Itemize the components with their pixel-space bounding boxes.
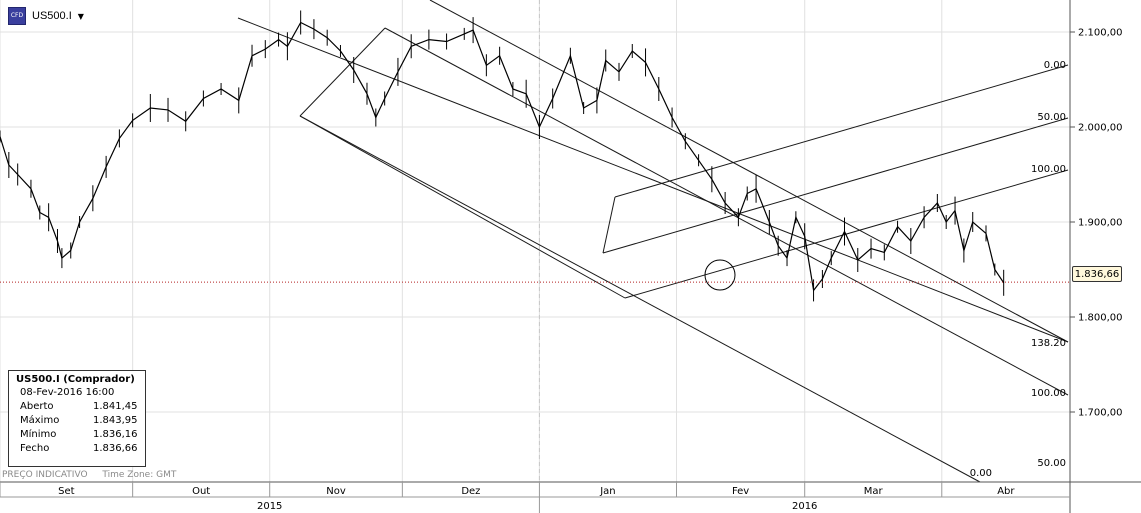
info-row-close: Fecho 1.836,66 <box>9 440 145 454</box>
trend-line <box>602 196 616 254</box>
cfd-logo-icon: CFD <box>8 7 26 25</box>
grid-lines <box>0 0 1070 482</box>
price-line <box>0 21 1005 292</box>
y-axis-labels: 2.100,00 2.000,00 1.900,00 1.800,00 1.700,00 <box>1070 28 1123 419</box>
y-tick-label: 2.100,00 <box>1078 28 1123 39</box>
last-price-tag: 1.836,66 <box>1072 266 1122 282</box>
trend-line <box>299 27 386 117</box>
fib-level-label: 138.20 <box>1031 338 1066 349</box>
month-label: Jan <box>599 486 615 497</box>
trend-line <box>237 17 1069 343</box>
month-label: Out <box>192 486 210 497</box>
month-label: Nov <box>326 486 346 497</box>
fib-level-label: 50.00 <box>1037 458 1066 469</box>
trend-line <box>624 169 1069 299</box>
month-label: Dez <box>461 486 480 497</box>
last-price-circle <box>704 259 736 291</box>
info-row-high: Máximo 1.843,95 <box>9 412 145 426</box>
info-label: Máximo <box>20 415 60 426</box>
trend-line <box>429 0 1069 343</box>
footer-note: PREÇO INDICATIVO Time Zone: GMT <box>2 470 176 480</box>
indicative-price-note: PREÇO INDICATIVO <box>2 470 88 480</box>
info-row-low: Mínimo 1.836,16 <box>9 426 145 440</box>
month-label: Abr <box>997 486 1015 497</box>
y-tick-label: 1.900,00 <box>1078 218 1123 229</box>
x-axis-labels: Set Out Nov Dez Jan Fev Mar Abr 2015 2016 <box>58 486 1015 512</box>
fib-level-label: 0.00 <box>1044 60 1066 71</box>
last-price-circle <box>704 259 736 291</box>
info-value: 1.841,45 <box>93 401 138 412</box>
trend-line <box>384 27 1069 396</box>
symbol-selector[interactable]: CFD US500.I ▼ <box>8 7 84 25</box>
trend-line <box>614 64 1069 198</box>
y-tick-label: 2.000,00 <box>1078 123 1123 134</box>
trend-line <box>299 115 626 299</box>
pitchfork-lines <box>237 0 1069 483</box>
y-tick-label: 1.700,00 <box>1078 408 1123 419</box>
month-label: Fev <box>732 486 749 497</box>
trend-line <box>602 117 1069 254</box>
trend-line <box>299 115 981 483</box>
fib-level-label: 0.00 <box>970 468 992 479</box>
fib-level-label: 100.00 <box>1031 164 1066 175</box>
info-label: Mínimo <box>20 429 57 440</box>
price-series <box>0 10 1070 302</box>
fib-level-label: 100.00 <box>1031 388 1066 399</box>
symbol-name[interactable]: US500.I <box>32 10 72 22</box>
fib-level-labels: 0.00 50.00 100.00 138.20 100.00 50.00 0.00 <box>970 60 1066 479</box>
chevron-down-icon[interactable]: ▼ <box>77 11 84 21</box>
ohlc-info-box: US500.I (Comprador) 08-Fev-2016 16:00 Ab… <box>8 370 146 467</box>
info-datetime: 08-Fev-2016 16:00 <box>20 387 115 398</box>
month-label: Set <box>58 486 75 497</box>
year-label: 2015 <box>257 501 282 512</box>
timezone-note: Time Zone: GMT <box>102 470 177 480</box>
info-value: 1.836,16 <box>93 429 138 440</box>
info-value: 1.843,95 <box>93 415 138 426</box>
year-label: 2016 <box>792 501 817 512</box>
info-row-open: Aberto 1.841,45 <box>9 398 145 412</box>
info-label: Fecho <box>20 443 50 454</box>
info-title: US500.I (Comprador) <box>16 374 135 385</box>
info-label: Aberto <box>20 401 54 412</box>
fib-level-label: 50.00 <box>1037 112 1066 123</box>
info-value: 1.836,66 <box>93 443 138 454</box>
month-label: Mar <box>864 486 884 497</box>
y-tick-label: 1.800,00 <box>1078 313 1123 324</box>
